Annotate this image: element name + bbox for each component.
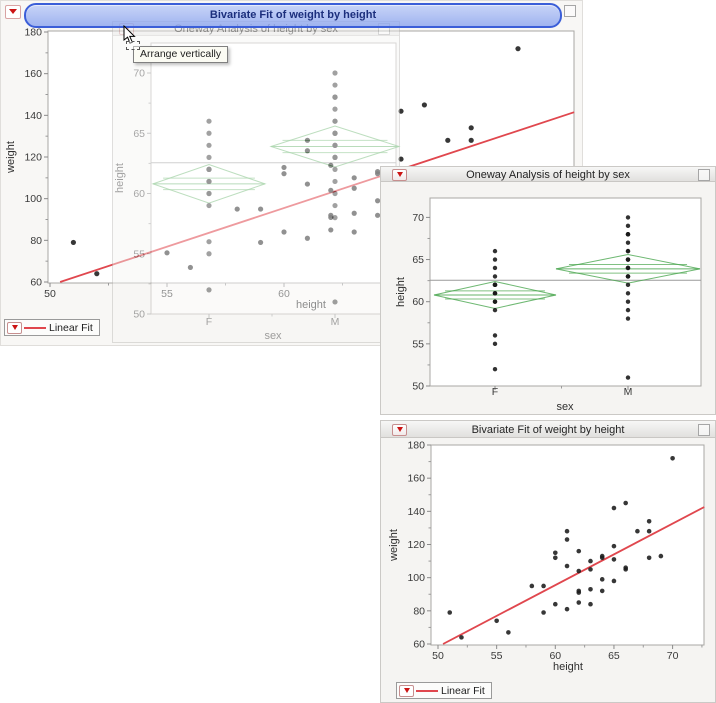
mean-diamond bbox=[151, 164, 267, 204]
svg-text:height: height bbox=[395, 277, 407, 307]
red-triangle-icon bbox=[11, 324, 18, 330]
bivariate-plot[interactable]: 50 55 60 65 70 60 80 100 120 140 160 180 height weigh… bbox=[381, 438, 715, 703]
svg-text:180: 180 bbox=[24, 27, 42, 39]
svg-text:sex: sex bbox=[264, 330, 282, 342]
svg-text:55: 55 bbox=[133, 248, 145, 260]
red-triangle-icon bbox=[9, 9, 17, 14]
oneway-title: Oneway Analysis of height by sex bbox=[466, 169, 630, 181]
main-linear-fit-legend: Linear Fit bbox=[4, 319, 100, 336]
svg-text:140: 140 bbox=[24, 110, 42, 122]
main-collapse-icon[interactable] bbox=[564, 5, 576, 17]
svg-text:100: 100 bbox=[407, 572, 425, 584]
svg-text:55: 55 bbox=[491, 650, 503, 662]
fit-line-swatch bbox=[24, 326, 46, 329]
mouse-cursor-icon bbox=[123, 25, 136, 44]
svg-text:100: 100 bbox=[24, 193, 42, 205]
svg-text:160: 160 bbox=[24, 68, 42, 80]
drag-tooltip: Arrange vertically bbox=[133, 46, 229, 63]
svg-text:60: 60 bbox=[549, 650, 561, 662]
svg-text:60: 60 bbox=[278, 288, 290, 300]
scatter-points bbox=[447, 455, 675, 640]
svg-text:55: 55 bbox=[161, 288, 173, 300]
oneway-points bbox=[206, 70, 338, 305]
svg-text:80: 80 bbox=[413, 605, 425, 617]
red-triangle-icon bbox=[396, 427, 403, 432]
drop-target-highlight: Bivariate Fit of weight by height bbox=[24, 3, 562, 28]
svg-text:120: 120 bbox=[407, 539, 425, 551]
bivariate-linear-fit-legend: Linear Fit bbox=[396, 682, 492, 699]
oneway-window: Oneway Analysis of height by sex 50 55 60 6… bbox=[380, 166, 716, 415]
bivariate-red-triangle-button[interactable] bbox=[392, 424, 407, 436]
legend-label: Linear Fit bbox=[49, 321, 93, 334]
oneway-collapse-icon[interactable] bbox=[698, 169, 710, 181]
selected-title: Bivariate Fit of weight by height bbox=[209, 9, 377, 21]
svg-text:height: height bbox=[114, 163, 126, 193]
oneway-title-bar[interactable]: Oneway Analysis of height by sex bbox=[381, 167, 715, 182]
svg-text:50: 50 bbox=[412, 381, 424, 393]
svg-text:60: 60 bbox=[133, 188, 145, 200]
svg-text:50: 50 bbox=[432, 650, 444, 662]
svg-text:65: 65 bbox=[412, 254, 424, 266]
svg-text:height: height bbox=[553, 661, 583, 673]
drag-outline-indicator bbox=[126, 41, 140, 50]
bivariate-window: Bivariate Fit of weight by height 50 55 60… bbox=[380, 420, 716, 703]
svg-text:160: 160 bbox=[407, 473, 425, 485]
linear-fit-line bbox=[442, 506, 705, 645]
svg-text:sex: sex bbox=[556, 401, 574, 413]
svg-text:65: 65 bbox=[133, 128, 145, 140]
bivariate-collapse-icon[interactable] bbox=[698, 424, 710, 436]
svg-text:55: 55 bbox=[412, 338, 424, 350]
fit-line-swatch bbox=[416, 689, 438, 692]
plot-frame bbox=[429, 197, 702, 387]
bivariate-title: Bivariate Fit of weight by height bbox=[471, 424, 625, 436]
svg-text:180: 180 bbox=[407, 440, 425, 452]
svg-text:F: F bbox=[492, 386, 498, 398]
svg-text:65: 65 bbox=[608, 650, 620, 662]
oneway-points bbox=[492, 215, 631, 380]
svg-text:120: 120 bbox=[24, 152, 42, 164]
svg-text:50: 50 bbox=[44, 288, 56, 300]
mean-diamond bbox=[269, 125, 401, 168]
plot-frame bbox=[430, 444, 705, 646]
svg-text:weight: weight bbox=[5, 141, 17, 174]
oneway-red-triangle-button[interactable] bbox=[392, 169, 407, 181]
svg-text:F: F bbox=[206, 316, 212, 328]
linear-fit-menu-button[interactable] bbox=[399, 684, 414, 697]
drag-ghost-oneway-window: Oneway Analysis of height by sex 50 55 60 6… bbox=[112, 21, 401, 343]
svg-text:60: 60 bbox=[412, 296, 424, 308]
bivariate-title-bar[interactable]: Bivariate Fit of weight by height bbox=[381, 421, 715, 438]
disclosure-button[interactable] bbox=[5, 5, 21, 19]
red-triangle-icon bbox=[396, 172, 403, 177]
svg-text:weight: weight bbox=[388, 529, 400, 562]
linear-fit-line bbox=[59, 111, 575, 283]
linear-fit-menu-button[interactable] bbox=[7, 321, 22, 334]
red-triangle-icon bbox=[403, 687, 410, 693]
svg-text:M: M bbox=[624, 386, 633, 398]
svg-text:70: 70 bbox=[412, 212, 424, 224]
svg-text:70: 70 bbox=[667, 650, 679, 662]
svg-text:60: 60 bbox=[413, 639, 425, 651]
svg-text:80: 80 bbox=[30, 235, 42, 247]
svg-text:height: height bbox=[296, 299, 326, 311]
svg-text:50: 50 bbox=[133, 309, 145, 321]
legend-label: Linear Fit bbox=[441, 684, 485, 697]
svg-text:60: 60 bbox=[30, 277, 42, 289]
plot-frame bbox=[150, 42, 397, 315]
svg-text:70: 70 bbox=[133, 68, 145, 80]
svg-text:M: M bbox=[331, 316, 340, 328]
svg-text:140: 140 bbox=[407, 506, 425, 518]
